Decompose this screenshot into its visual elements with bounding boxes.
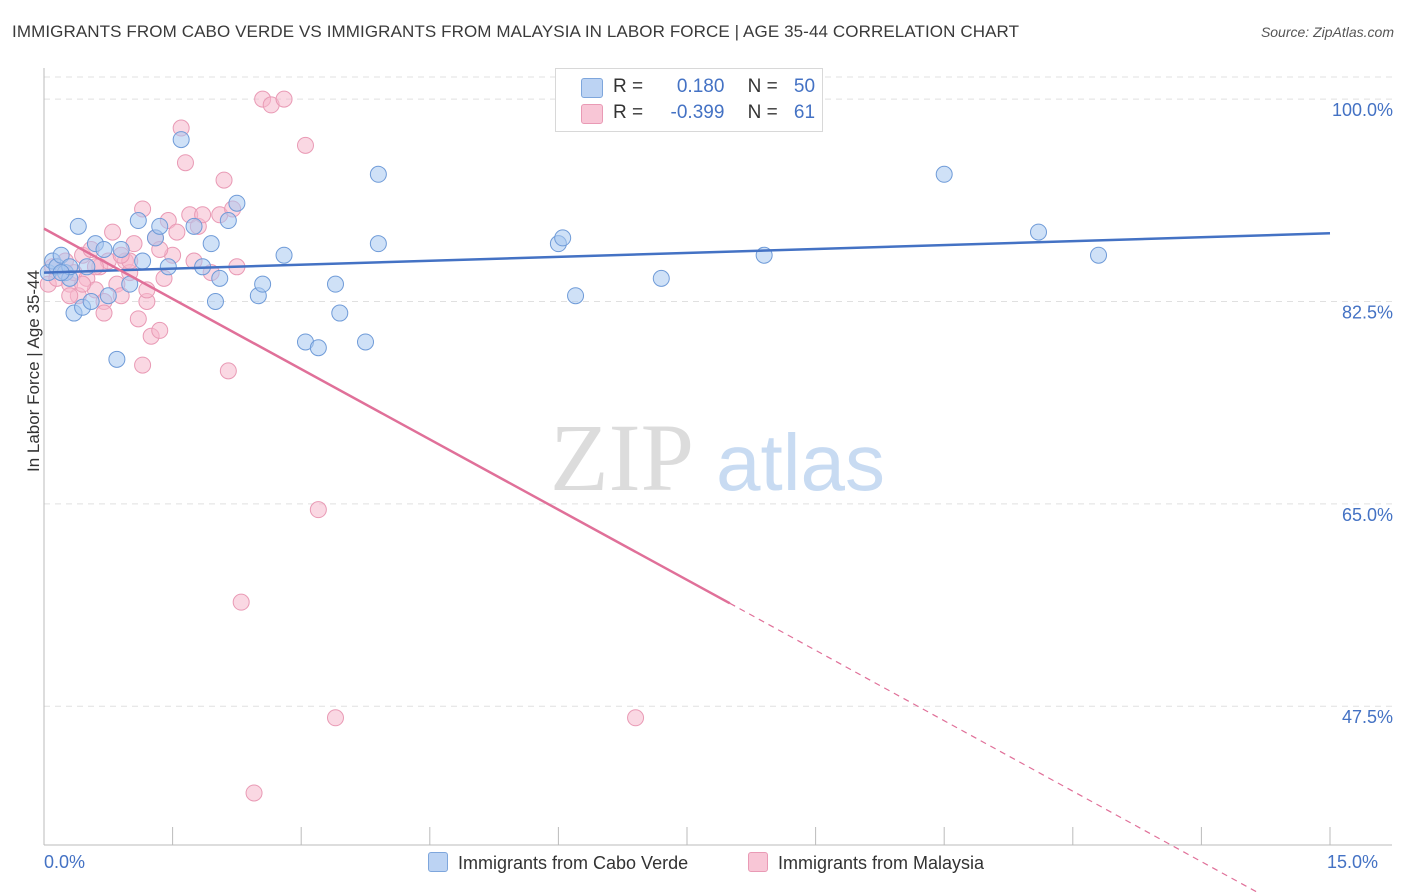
y-tick-label: 47.5% xyxy=(1342,707,1393,727)
legend-swatch-blue xyxy=(581,78,603,98)
cabo-verde-points xyxy=(39,131,1108,368)
legend-r-value-2: -0.399 xyxy=(670,102,725,123)
malaysia-trend-extension xyxy=(729,602,1259,892)
gridlines xyxy=(44,76,1392,707)
malaysia-point xyxy=(176,154,194,172)
watermark: ZIP atlas xyxy=(550,404,885,511)
cabo-verde-point xyxy=(1030,223,1048,241)
legend-n-value-1: 50 xyxy=(793,76,816,97)
malaysia-point xyxy=(134,356,152,374)
cabo-verde-point xyxy=(69,217,87,235)
legend-swatch-pink xyxy=(581,104,603,124)
chart-source: Source: ZipAtlas.com xyxy=(1260,24,1394,40)
bottom-legend-label-1: Immigrants from Cabo Verde xyxy=(458,853,689,873)
malaysia-point xyxy=(95,304,113,322)
cabo-verde-point xyxy=(652,269,670,287)
stats-legend: R = 0.180 N = 50 R = -0.399 N = 61 xyxy=(555,68,823,132)
y-tick-labels: 47.5% 65.0% 82.5% 100.0% xyxy=(1332,100,1393,727)
malaysia-point xyxy=(245,784,263,802)
legend-n-label: N = xyxy=(747,76,778,97)
malaysia-point xyxy=(627,709,645,727)
cabo-verde-point xyxy=(99,287,117,305)
bottom-legend-label-2: Immigrants from Malaysia xyxy=(778,853,985,873)
malaysia-point xyxy=(275,90,293,108)
legend-n-label: N = xyxy=(747,102,778,123)
cabo-verde-point xyxy=(95,240,113,258)
cabo-verde-point xyxy=(82,292,100,310)
cabo-verde-point xyxy=(275,246,293,264)
malaysia-point xyxy=(194,206,212,224)
cabo-verde-point xyxy=(185,217,203,235)
malaysia-point xyxy=(129,310,147,328)
trend-lines xyxy=(43,227,1331,892)
cabo-verde-point xyxy=(369,165,387,183)
cabo-verde-point xyxy=(211,269,229,287)
malaysia-point xyxy=(215,171,233,189)
cabo-verde-point xyxy=(159,258,177,276)
legend-r-label: R = xyxy=(613,76,644,97)
legend-r-label: R = xyxy=(613,102,644,123)
chart-title: IMMIGRANTS FROM CABO VERDE VS IMMIGRANTS… xyxy=(12,22,1020,41)
y-tick-label: 65.0% xyxy=(1342,505,1393,525)
y-axis-label: In Labor Force | Age 35-44 xyxy=(24,270,43,472)
malaysia-point xyxy=(309,501,327,519)
cabo-verde-point xyxy=(1090,246,1108,264)
cabo-verde-point xyxy=(151,217,169,235)
bottom-legend-cabo-verde: Immigrants from Cabo Verde xyxy=(428,852,688,874)
malaysia-point xyxy=(168,223,186,241)
cabo-verde-point xyxy=(206,292,224,310)
malaysia-point xyxy=(151,321,169,339)
cabo-verde-trend-line xyxy=(43,232,1331,274)
malaysia-point xyxy=(232,593,250,611)
x-tick-max: 15.0% xyxy=(1327,852,1379,872)
cabo-verde-point xyxy=(935,165,953,183)
malaysia-point xyxy=(61,287,79,305)
cabo-verde-point xyxy=(357,333,374,351)
cabo-verde-point xyxy=(309,339,327,357)
watermark-atlas: atlas xyxy=(716,418,885,507)
y-tick-label: 82.5% xyxy=(1342,302,1393,322)
malaysia-trend-line xyxy=(43,227,731,605)
cabo-verde-point xyxy=(228,194,246,212)
x-tick-min: 0.0% xyxy=(44,852,86,872)
malaysia-point xyxy=(296,136,314,154)
cabo-verde-point xyxy=(331,304,349,322)
watermark-zip: ZIP xyxy=(550,404,694,511)
y-tick-label: 100.0% xyxy=(1332,100,1393,120)
cabo-verde-point xyxy=(134,252,152,270)
legend-n-value-2: 61 xyxy=(793,102,816,123)
bottom-legend-malaysia: Immigrants from Malaysia xyxy=(748,852,984,874)
cabo-verde-point xyxy=(112,240,130,258)
cabo-verde-point xyxy=(129,212,147,230)
bottom-legend-swatch-blue xyxy=(428,852,448,872)
malaysia-point xyxy=(104,223,122,241)
cabo-verde-point xyxy=(219,212,237,230)
axes xyxy=(43,68,1392,846)
legend-r-value-1: 0.180 xyxy=(676,76,725,97)
cabo-verde-point xyxy=(567,287,585,305)
cabo-verde-point xyxy=(202,235,220,253)
cabo-verde-point xyxy=(326,275,344,293)
malaysia-point xyxy=(326,709,344,727)
cabo-verde-point xyxy=(554,229,572,247)
bottom-legend-swatch-pink xyxy=(748,852,768,872)
cabo-verde-point xyxy=(172,131,190,149)
cabo-verde-point xyxy=(52,246,70,264)
cabo-verde-point xyxy=(254,275,272,293)
cabo-verde-point xyxy=(108,350,126,368)
malaysia-point xyxy=(219,362,237,380)
cabo-verde-point xyxy=(369,235,387,253)
